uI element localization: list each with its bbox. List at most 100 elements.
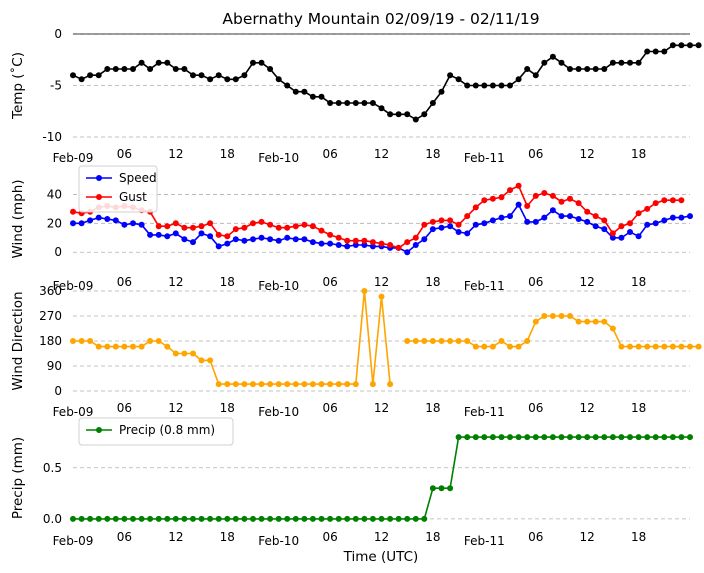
data-point — [172, 66, 179, 72]
data-point — [404, 249, 411, 256]
data-point — [644, 205, 651, 212]
data-point — [695, 343, 702, 350]
data-point — [70, 515, 76, 522]
data-point — [164, 59, 171, 66]
data-point — [575, 66, 582, 72]
data-point — [267, 515, 274, 522]
data-point — [275, 76, 282, 83]
y-axis-label: Temp (˚C) — [9, 52, 26, 120]
data-point — [352, 237, 359, 244]
data-point — [361, 288, 368, 294]
y-tick-label: -10 — [42, 130, 62, 144]
data-point — [198, 72, 205, 79]
data-point — [95, 72, 102, 79]
data-point — [130, 343, 136, 350]
data-point — [284, 224, 291, 231]
data-point — [447, 223, 454, 230]
data-point — [352, 100, 359, 106]
data-point — [387, 111, 394, 118]
data-point — [352, 381, 359, 388]
data-point — [515, 76, 522, 83]
data-point — [361, 100, 368, 106]
data-point — [609, 234, 616, 241]
x-tick-label: 18 — [631, 530, 646, 544]
data-point — [567, 213, 573, 220]
data-point — [549, 53, 556, 60]
data-point — [121, 66, 128, 72]
data-point — [609, 434, 616, 441]
data-point — [618, 59, 625, 66]
data-point — [455, 229, 462, 235]
data-point — [387, 515, 394, 522]
data-point — [627, 59, 633, 66]
data-point — [669, 214, 676, 221]
data-point — [412, 338, 419, 344]
data-point — [292, 223, 299, 230]
data-point — [172, 230, 179, 237]
data-point — [635, 233, 642, 240]
data-point — [567, 66, 573, 72]
data-point — [292, 236, 299, 243]
y-axis-label: Precip (mm) — [10, 437, 26, 519]
data-point — [472, 204, 479, 211]
data-point — [644, 434, 651, 441]
data-point — [301, 236, 308, 243]
data-point — [498, 338, 505, 344]
data-point — [575, 434, 582, 441]
x-tick-label: 18 — [425, 275, 440, 289]
x-tick-label: 12 — [168, 147, 183, 161]
legend-label: Gust — [119, 190, 147, 204]
data-point — [258, 381, 265, 388]
data-point — [258, 234, 265, 241]
data-point — [207, 357, 214, 364]
data-point — [549, 192, 556, 199]
x-tick-label: 12 — [580, 147, 595, 161]
data-point — [472, 434, 479, 441]
data-point — [678, 42, 685, 49]
data-point — [498, 194, 505, 201]
data-point — [481, 82, 488, 89]
y-tick-label: 360 — [39, 284, 62, 298]
x-tick-label: 06 — [117, 530, 132, 544]
data-point — [644, 48, 651, 55]
data-point — [344, 100, 351, 106]
x-tick-label: 18 — [220, 401, 235, 415]
data-point — [472, 221, 479, 228]
data-point — [207, 515, 214, 522]
data-point — [438, 224, 445, 231]
x-tick-label: Feb-09 — [53, 151, 94, 165]
data-point — [164, 515, 171, 522]
data-point — [301, 515, 308, 522]
data-point — [447, 338, 454, 344]
data-point — [678, 214, 685, 221]
legend-label: Speed — [119, 171, 157, 185]
data-point — [327, 231, 334, 238]
x-tick-label: 06 — [528, 401, 543, 415]
series-temp — [70, 42, 702, 123]
data-point — [369, 381, 376, 388]
data-point — [344, 381, 351, 388]
data-point — [198, 357, 205, 364]
data-point — [70, 338, 76, 344]
data-point — [138, 221, 145, 228]
data-point — [652, 200, 659, 207]
data-point — [138, 515, 145, 522]
x-tick-label: 18 — [425, 401, 440, 415]
panel-dir: 0 90 180 270 360 Feb-09 06 12 18 Feb-10 06 12 18 Feb-… — [10, 284, 702, 419]
series-line — [73, 436, 690, 520]
data-point — [112, 66, 119, 72]
data-point — [575, 318, 582, 325]
data-point — [344, 243, 351, 250]
data-point — [652, 48, 659, 55]
data-point — [438, 217, 445, 224]
x-tick-label: 06 — [117, 275, 132, 289]
data-point — [215, 381, 222, 388]
data-point — [344, 237, 351, 244]
x-tick-label: 12 — [168, 401, 183, 415]
data-point — [601, 434, 608, 441]
data-point — [284, 82, 291, 89]
data-point — [318, 93, 325, 100]
data-point — [592, 434, 599, 441]
data-point — [567, 313, 573, 319]
data-point — [241, 515, 248, 522]
